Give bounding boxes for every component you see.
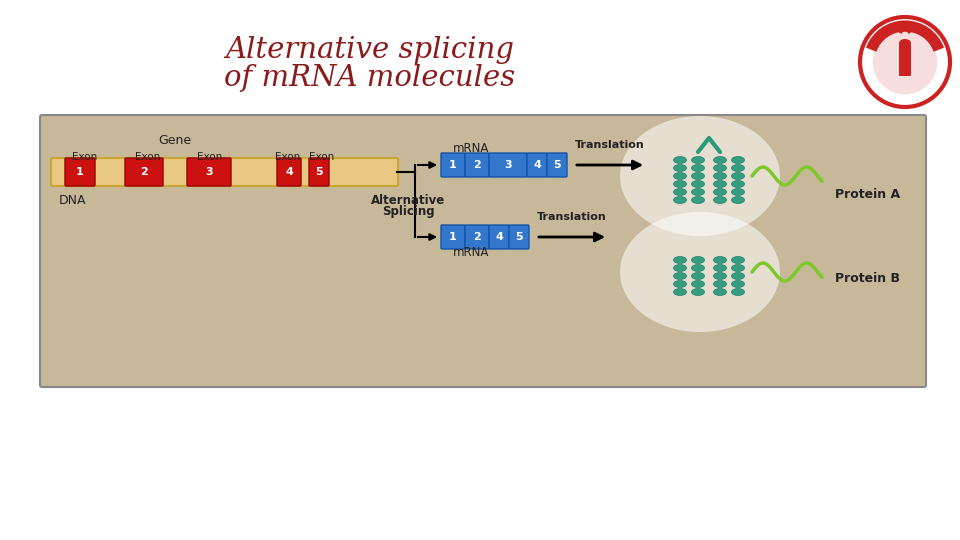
Text: 1: 1 bbox=[449, 160, 457, 170]
Ellipse shape bbox=[713, 165, 727, 172]
Text: 2: 2 bbox=[140, 167, 148, 177]
Ellipse shape bbox=[674, 172, 686, 179]
Ellipse shape bbox=[674, 180, 686, 187]
Ellipse shape bbox=[674, 165, 686, 172]
Ellipse shape bbox=[691, 172, 705, 179]
Ellipse shape bbox=[713, 265, 727, 272]
Text: Splicing: Splicing bbox=[382, 206, 434, 219]
Text: 2: 2 bbox=[473, 160, 481, 170]
FancyBboxPatch shape bbox=[527, 153, 547, 177]
Ellipse shape bbox=[713, 280, 727, 287]
Ellipse shape bbox=[713, 157, 727, 164]
Ellipse shape bbox=[732, 256, 745, 264]
FancyBboxPatch shape bbox=[547, 153, 567, 177]
Text: DNA: DNA bbox=[59, 193, 85, 206]
Text: Translation: Translation bbox=[575, 140, 645, 150]
Ellipse shape bbox=[691, 280, 705, 287]
FancyBboxPatch shape bbox=[899, 44, 911, 76]
Text: 3: 3 bbox=[504, 160, 512, 170]
FancyBboxPatch shape bbox=[465, 153, 489, 177]
Text: 2: 2 bbox=[473, 232, 481, 242]
Ellipse shape bbox=[732, 180, 745, 187]
Ellipse shape bbox=[691, 188, 705, 195]
Ellipse shape bbox=[691, 273, 705, 280]
Ellipse shape bbox=[732, 165, 745, 172]
Text: Protein A: Protein A bbox=[835, 188, 900, 201]
Text: Exon: Exon bbox=[276, 152, 300, 162]
Ellipse shape bbox=[713, 273, 727, 280]
Text: Alternative: Alternative bbox=[371, 194, 445, 207]
Text: 5: 5 bbox=[315, 167, 323, 177]
Ellipse shape bbox=[674, 197, 686, 204]
Ellipse shape bbox=[732, 280, 745, 287]
Text: Exon: Exon bbox=[135, 152, 160, 162]
Ellipse shape bbox=[691, 165, 705, 172]
Circle shape bbox=[873, 30, 937, 94]
FancyBboxPatch shape bbox=[489, 153, 527, 177]
FancyBboxPatch shape bbox=[441, 153, 465, 177]
Ellipse shape bbox=[674, 188, 686, 195]
Text: 4: 4 bbox=[533, 160, 540, 170]
Ellipse shape bbox=[899, 39, 911, 47]
Text: 4: 4 bbox=[495, 232, 503, 242]
FancyBboxPatch shape bbox=[489, 225, 509, 249]
Text: 1: 1 bbox=[449, 232, 457, 242]
Ellipse shape bbox=[732, 172, 745, 179]
Ellipse shape bbox=[691, 180, 705, 187]
Ellipse shape bbox=[713, 180, 727, 187]
Text: Exon: Exon bbox=[72, 152, 98, 162]
Ellipse shape bbox=[732, 157, 745, 164]
Text: 3: 3 bbox=[205, 167, 213, 177]
Ellipse shape bbox=[674, 265, 686, 272]
Ellipse shape bbox=[620, 212, 780, 332]
Text: of mRNA molecules: of mRNA molecules bbox=[225, 64, 516, 92]
FancyBboxPatch shape bbox=[465, 225, 489, 249]
FancyBboxPatch shape bbox=[125, 158, 163, 186]
Ellipse shape bbox=[713, 188, 727, 195]
Ellipse shape bbox=[674, 157, 686, 164]
Ellipse shape bbox=[713, 197, 727, 204]
Ellipse shape bbox=[691, 197, 705, 204]
Ellipse shape bbox=[620, 116, 780, 236]
FancyBboxPatch shape bbox=[441, 225, 465, 249]
FancyBboxPatch shape bbox=[509, 225, 529, 249]
Text: 4: 4 bbox=[285, 167, 293, 177]
FancyBboxPatch shape bbox=[40, 115, 926, 387]
Ellipse shape bbox=[691, 256, 705, 264]
Ellipse shape bbox=[674, 280, 686, 287]
Text: 1: 1 bbox=[76, 167, 84, 177]
Text: Exon: Exon bbox=[309, 152, 335, 162]
Ellipse shape bbox=[674, 273, 686, 280]
Text: mRNA: mRNA bbox=[453, 141, 490, 154]
Ellipse shape bbox=[713, 256, 727, 264]
Ellipse shape bbox=[732, 197, 745, 204]
FancyBboxPatch shape bbox=[51, 158, 398, 186]
FancyBboxPatch shape bbox=[65, 158, 95, 186]
Ellipse shape bbox=[674, 256, 686, 264]
Ellipse shape bbox=[691, 288, 705, 295]
Text: Alternative splicing: Alternative splicing bbox=[226, 36, 515, 64]
Ellipse shape bbox=[691, 157, 705, 164]
Text: Protein B: Protein B bbox=[835, 272, 900, 285]
Ellipse shape bbox=[713, 172, 727, 179]
Ellipse shape bbox=[674, 288, 686, 295]
FancyBboxPatch shape bbox=[187, 158, 231, 186]
Text: Gene: Gene bbox=[158, 133, 192, 146]
FancyBboxPatch shape bbox=[277, 158, 301, 186]
Text: 5: 5 bbox=[516, 232, 523, 242]
Ellipse shape bbox=[732, 188, 745, 195]
Text: Translation: Translation bbox=[538, 212, 607, 222]
Ellipse shape bbox=[732, 265, 745, 272]
Text: mRNA: mRNA bbox=[453, 246, 490, 259]
Text: Exon: Exon bbox=[198, 152, 223, 162]
Text: 5: 5 bbox=[553, 160, 561, 170]
Ellipse shape bbox=[732, 273, 745, 280]
Ellipse shape bbox=[732, 288, 745, 295]
Ellipse shape bbox=[713, 288, 727, 295]
Ellipse shape bbox=[691, 265, 705, 272]
Circle shape bbox=[860, 17, 950, 107]
FancyBboxPatch shape bbox=[309, 158, 329, 186]
